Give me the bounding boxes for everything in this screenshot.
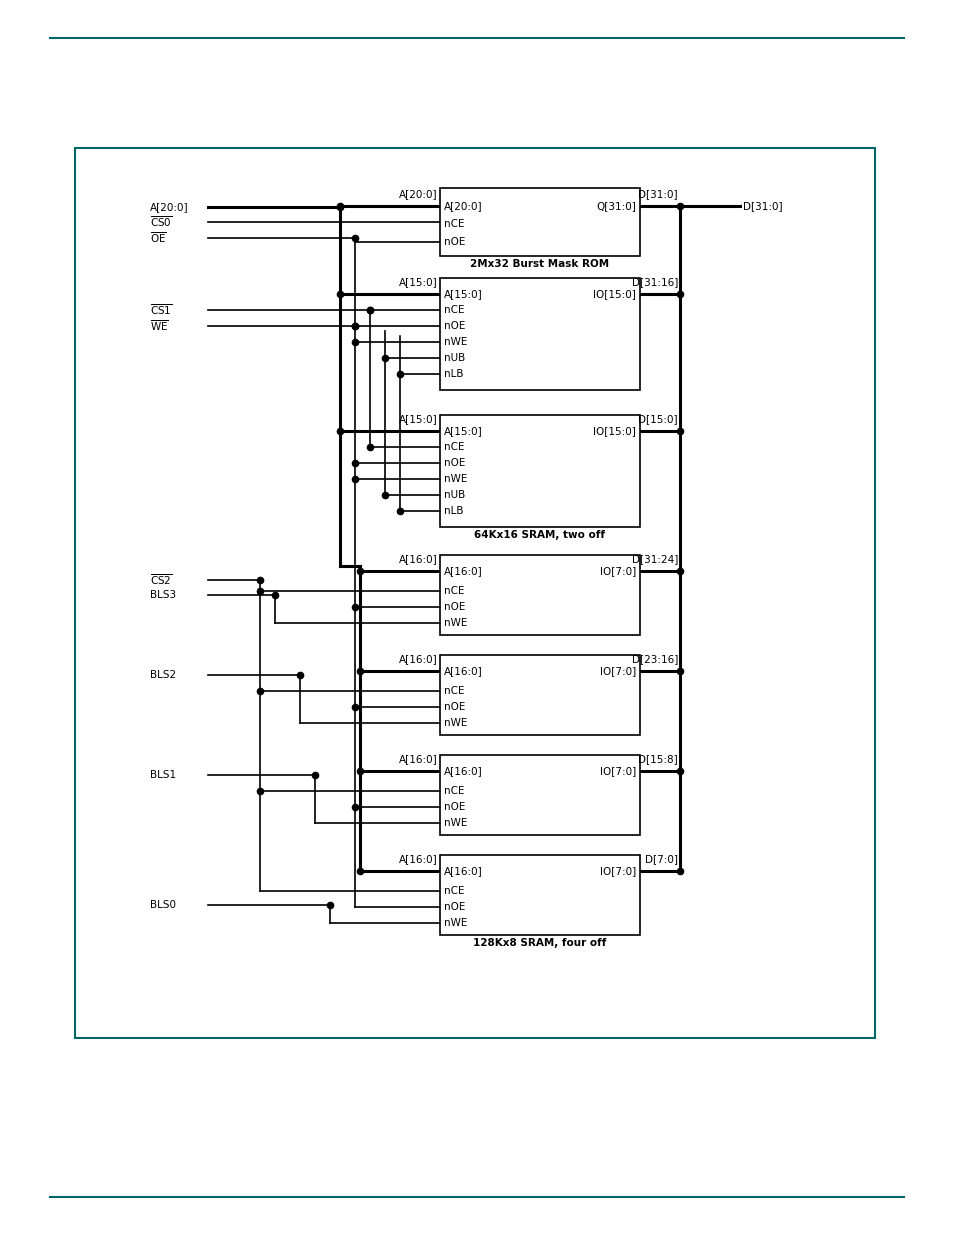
Text: A[15:0]: A[15:0]	[399, 414, 437, 424]
Text: nCE: nCE	[443, 219, 464, 228]
Text: D[23:16]: D[23:16]	[631, 655, 678, 664]
Text: nUB: nUB	[443, 353, 465, 363]
Text: nCE: nCE	[443, 885, 464, 897]
Text: nUB: nUB	[443, 490, 465, 500]
Text: IO[7:0]: IO[7:0]	[599, 866, 636, 876]
Text: nLB: nLB	[443, 506, 463, 516]
Text: Q[31:0]: Q[31:0]	[596, 201, 636, 211]
Text: nWE: nWE	[443, 818, 467, 827]
Text: 2Mx32 Burst Mask ROM: 2Mx32 Burst Mask ROM	[470, 259, 609, 269]
Bar	[439, 555, 639, 635]
Text: nCE: nCE	[443, 305, 464, 315]
Text: nOE: nOE	[443, 458, 465, 468]
Text: $\overline{\mathrm{OE}}$: $\overline{\mathrm{OE}}$	[150, 231, 167, 246]
Text: nWE: nWE	[443, 918, 467, 927]
Bar	[439, 415, 639, 527]
Text: D[15:0]: D[15:0]	[638, 414, 678, 424]
Text: 128Kx8 SRAM, four off: 128Kx8 SRAM, four off	[473, 939, 606, 948]
Text: A[15:0]: A[15:0]	[443, 289, 482, 299]
Text: BLS0: BLS0	[150, 900, 175, 910]
Text: A[15:0]: A[15:0]	[443, 426, 482, 436]
Text: A[16:0]: A[16:0]	[443, 666, 482, 676]
Text: nLB: nLB	[443, 369, 463, 379]
Bar	[75, 148, 874, 1037]
Text: D[7:0]: D[7:0]	[644, 853, 678, 864]
Text: $\overline{\mathrm{WE}}$: $\overline{\mathrm{WE}}$	[150, 319, 169, 333]
Text: nCE: nCE	[443, 785, 464, 797]
Text: nCE: nCE	[443, 585, 464, 597]
Text: $\overline{\mathrm{CS0}}$: $\overline{\mathrm{CS0}}$	[150, 215, 172, 230]
Text: $\overline{\mathrm{CS1}}$: $\overline{\mathrm{CS1}}$	[150, 303, 172, 317]
Text: IO[7:0]: IO[7:0]	[599, 566, 636, 576]
Text: A[16:0]: A[16:0]	[443, 566, 482, 576]
Bar	[439, 855, 639, 935]
Text: BLS2: BLS2	[150, 671, 176, 680]
Text: IO[15:0]: IO[15:0]	[593, 426, 636, 436]
Bar	[439, 755, 639, 835]
Text: nWE: nWE	[443, 618, 467, 629]
Text: nOE: nOE	[443, 237, 465, 247]
Text: nOE: nOE	[443, 902, 465, 911]
Text: BLS1: BLS1	[150, 769, 176, 781]
Text: A[16:0]: A[16:0]	[443, 866, 482, 876]
Text: IO[7:0]: IO[7:0]	[599, 666, 636, 676]
Bar	[439, 278, 639, 390]
Text: A[15:0]: A[15:0]	[399, 277, 437, 287]
Text: nOE: nOE	[443, 701, 465, 713]
Text: nOE: nOE	[443, 601, 465, 613]
Text: A[16:0]: A[16:0]	[399, 655, 437, 664]
Text: nCE: nCE	[443, 442, 464, 452]
Text: D[31:0]: D[31:0]	[638, 189, 678, 199]
Bar	[439, 655, 639, 735]
Text: D[31:16]: D[31:16]	[631, 277, 678, 287]
Text: nWE: nWE	[443, 718, 467, 727]
Text: nWE: nWE	[443, 474, 467, 484]
Text: A[16:0]: A[16:0]	[399, 755, 437, 764]
Text: nOE: nOE	[443, 321, 465, 331]
Text: IO[15:0]: IO[15:0]	[593, 289, 636, 299]
Text: A[16:0]: A[16:0]	[399, 853, 437, 864]
Text: A[20:0]: A[20:0]	[150, 203, 189, 212]
Text: nCE: nCE	[443, 685, 464, 697]
Text: D[31:24]: D[31:24]	[631, 555, 678, 564]
Text: 64Kx16 SRAM, two off: 64Kx16 SRAM, two off	[474, 530, 605, 540]
Text: D[31:0]: D[31:0]	[742, 201, 781, 211]
Text: A[20:0]: A[20:0]	[399, 189, 437, 199]
Text: A[20:0]: A[20:0]	[443, 201, 482, 211]
Text: IO[7:0]: IO[7:0]	[599, 766, 636, 776]
Text: A[16:0]: A[16:0]	[399, 555, 437, 564]
Text: A[16:0]: A[16:0]	[443, 766, 482, 776]
Text: nOE: nOE	[443, 802, 465, 811]
Text: D[15:8]: D[15:8]	[638, 755, 678, 764]
Text: nWE: nWE	[443, 337, 467, 347]
Text: $\overline{\mathrm{CS2}}$: $\overline{\mathrm{CS2}}$	[150, 573, 172, 588]
Text: BLS3: BLS3	[150, 590, 176, 600]
Bar	[439, 188, 639, 256]
